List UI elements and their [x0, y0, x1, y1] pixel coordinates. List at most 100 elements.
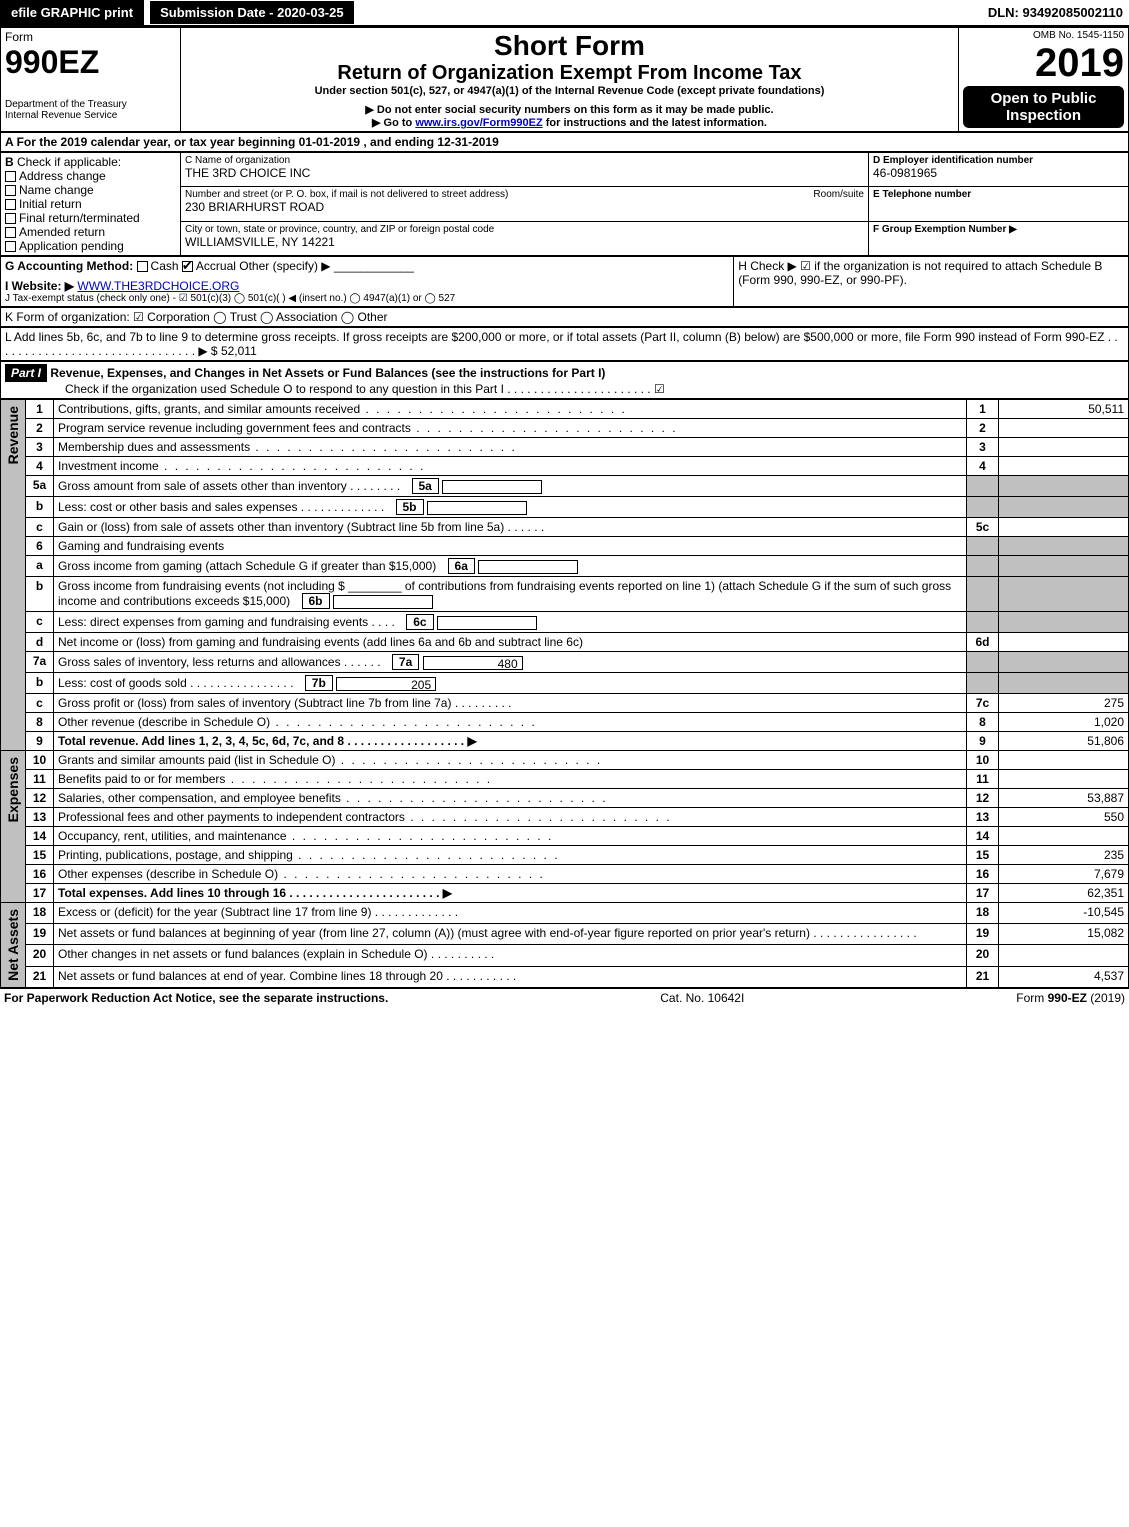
form-header: Form 990EZ Department of the Treasury In… — [0, 27, 1129, 132]
box-f-label: F Group Exemption Number ▶ — [873, 224, 1124, 235]
line-21-text: Net assets or fund balances at end of ye… — [54, 966, 967, 987]
line-8-amtno: 8 — [967, 713, 999, 732]
line-20-amt — [999, 945, 1129, 966]
chk-address-change[interactable]: Address change — [5, 169, 176, 183]
line-10-no: 10 — [26, 751, 54, 770]
line-16-amtno: 16 — [967, 865, 999, 884]
form-word: Form — [5, 30, 176, 44]
line-5a-amt — [999, 476, 1129, 497]
line-12-amtno: 12 — [967, 789, 999, 808]
line-9-amt: 51,806 — [999, 732, 1129, 751]
form-number: 990EZ — [5, 44, 176, 81]
netassets-section-label: Net Assets — [5, 905, 21, 985]
line-6a-box: 6a — [448, 558, 475, 574]
street-address: 230 BRIARHURST ROAD — [185, 200, 864, 214]
chk-other-method[interactable]: Other (specify) ▶ ____________ — [239, 259, 414, 273]
line-5b-box: 5b — [396, 499, 424, 515]
line-3-amt — [999, 438, 1129, 457]
line-4-amtno: 4 — [967, 457, 999, 476]
line-5a-amtno — [967, 476, 999, 497]
line-18-amt: -10,545 — [999, 903, 1129, 924]
line-7a-no: 7a — [26, 652, 54, 673]
line-3-text: Membership dues and assessments — [54, 438, 967, 457]
dln: DLN: 93492085002110 — [988, 5, 1129, 20]
line-6d-no: d — [26, 633, 54, 652]
chk-final-return[interactable]: Final return/terminated — [5, 211, 176, 225]
line-7b-no: b — [26, 673, 54, 694]
line-1-no: 1 — [26, 400, 54, 419]
line-6-amt — [999, 537, 1129, 556]
line-7a-val[interactable]: 480 — [423, 656, 523, 670]
line-7b-box: 7b — [305, 675, 333, 691]
line-10-text: Grants and similar amounts paid (list in… — [54, 751, 967, 770]
line-5a-text: Gross amount from sale of assets other t… — [54, 476, 967, 497]
box-e-label: E Telephone number — [873, 189, 1124, 200]
line-3-no: 3 — [26, 438, 54, 457]
line-9-no: 9 — [26, 732, 54, 751]
box-g-label: G Accounting Method: — [5, 259, 133, 273]
line-7b-val[interactable]: 205 — [336, 677, 436, 691]
line-5b-text: Less: cost or other basis and sales expe… — [54, 497, 967, 518]
line-18-text: Excess or (deficit) for the year (Subtra… — [54, 903, 967, 924]
efile-print-button[interactable]: efile GRAPHIC print — [0, 0, 144, 25]
chk-application-pending[interactable]: Application pending — [5, 239, 176, 253]
line-1-amt: 50,511 — [999, 400, 1129, 419]
revenue-section-label: Revenue — [5, 402, 21, 468]
subtitle: Under section 501(c), 527, or 4947(a)(1)… — [185, 85, 954, 97]
part1-check: Check if the organization used Schedule … — [5, 382, 665, 396]
goto-post: for instructions and the latest informat… — [543, 117, 767, 129]
goto-link[interactable]: www.irs.gov/Form990EZ — [415, 117, 542, 129]
line-5a-box: 5a — [412, 478, 439, 494]
line-11-no: 11 — [26, 770, 54, 789]
line-1-text: Contributions, gifts, grants, and simila… — [54, 400, 967, 419]
line-5b-val[interactable] — [427, 501, 527, 515]
line-6a-amt — [999, 556, 1129, 577]
line-21-amt: 4,537 — [999, 966, 1129, 987]
line-6b-box: 6b — [302, 593, 330, 609]
page-footer: For Paperwork Reduction Act Notice, see … — [0, 988, 1129, 1007]
line-6d-amt — [999, 633, 1129, 652]
line-17-amtno: 17 — [967, 884, 999, 903]
line-6a-val[interactable] — [478, 560, 578, 574]
line-5a-val[interactable] — [442, 480, 542, 494]
line-20-amtno: 20 — [967, 945, 999, 966]
line-7c-amtno: 7c — [967, 694, 999, 713]
line-19-no: 19 — [26, 924, 54, 945]
line-21-amtno: 21 — [967, 966, 999, 987]
goto-pre: ▶ Go to — [372, 117, 415, 129]
line-6a-amtno — [967, 556, 999, 577]
line-21-no: 21 — [26, 966, 54, 987]
line-6b-amt — [999, 577, 1129, 612]
line-8-no: 8 — [26, 713, 54, 732]
omb-number: OMB No. 1545-1150 — [963, 30, 1124, 41]
website-link[interactable]: WWW.THE3RDCHOICE.ORG — [77, 279, 239, 293]
ssn-warning: ▶ Do not enter social security numbers o… — [185, 103, 954, 116]
line-11-text: Benefits paid to or for members — [54, 770, 967, 789]
chk-cash[interactable]: Cash — [137, 259, 179, 273]
chk-accrual[interactable]: Accrual — [182, 259, 236, 273]
chk-initial-return[interactable]: Initial return — [5, 197, 176, 211]
line-12-amt: 53,887 — [999, 789, 1129, 808]
box-j: J Tax-exempt status (check only one) - ☑… — [5, 293, 729, 304]
line-6a-no: a — [26, 556, 54, 577]
line-15-amtno: 15 — [967, 846, 999, 865]
line-5c-amt — [999, 518, 1129, 537]
line-16-text: Other expenses (describe in Schedule O) — [54, 865, 967, 884]
line-17-text: Total expenses. Add lines 10 through 16 … — [54, 884, 967, 903]
line-6c-no: c — [26, 612, 54, 633]
chk-amended-return[interactable]: Amended return — [5, 225, 176, 239]
line-13-amtno: 13 — [967, 808, 999, 827]
box-h: H Check ▶ ☑ if the organization is not r… — [734, 257, 1129, 307]
line-6b-val[interactable] — [333, 595, 433, 609]
line-15-no: 15 — [26, 846, 54, 865]
line-1-amtno: 1 — [967, 400, 999, 419]
line-6c-val[interactable] — [437, 616, 537, 630]
line-6b-no: b — [26, 577, 54, 612]
line-5c-amtno: 5c — [967, 518, 999, 537]
chk-name-change[interactable]: Name change — [5, 183, 176, 197]
line-6a-text: Gross income from gaming (attach Schedul… — [54, 556, 967, 577]
line-10-amt — [999, 751, 1129, 770]
short-form-title: Short Form — [185, 30, 954, 62]
line-4-amt — [999, 457, 1129, 476]
line-5a-no: 5a — [26, 476, 54, 497]
